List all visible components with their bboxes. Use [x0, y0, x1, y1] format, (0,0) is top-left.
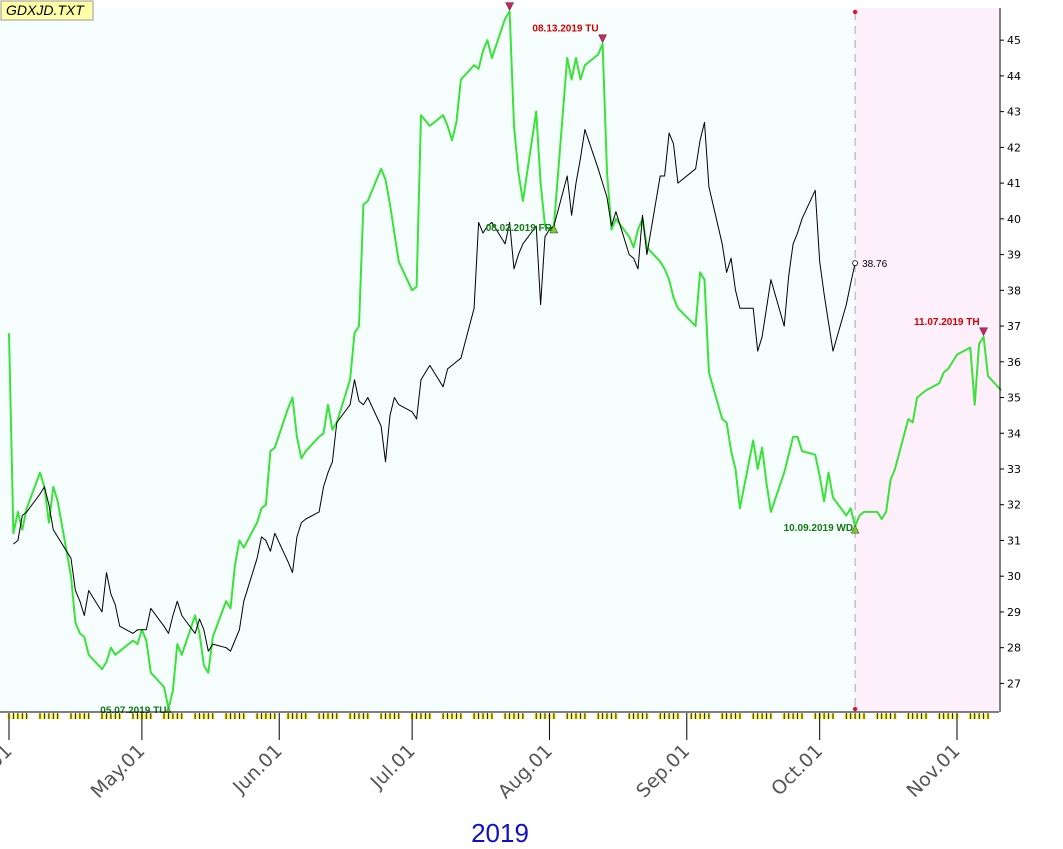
- last-value-label: 38.76: [862, 259, 887, 270]
- trough-marker: [549, 224, 559, 234]
- annotation-5: 11.07.2019 TH: [914, 317, 988, 337]
- title-box: [0, 0, 94, 21]
- annotation-0: 07.23.2019 TU: [439, 0, 514, 12]
- last-value-marker: [852, 260, 859, 267]
- y-tick-label: 29: [1007, 606, 1021, 619]
- x-axis: Apr.01 May.01 Jun.01 Jul.01 Aug.01 Sep.01 Oct.…: [0, 711, 999, 803]
- x-axis-day-strip: [0, 713, 999, 719]
- x-tick-label: Jun.01: [228, 740, 287, 799]
- series-1: [8, 10, 1003, 710]
- y-tick-label: 40: [1007, 213, 1021, 226]
- history-background: [0, 8, 856, 712]
- series-0: [13, 121, 856, 652]
- divider-bottom-dot: [852, 706, 858, 712]
- annotation-label: 10.09.2019 WD: [784, 523, 854, 534]
- annotation-1: 08.13.2019 TU: [532, 24, 608, 44]
- y-tick-label: 38: [1007, 284, 1021, 297]
- annotation-4: 10.09.2019 WD: [784, 523, 860, 534]
- series-layer: 38.76: [8, 10, 1003, 710]
- annotation-2: 08.02.2019 FR: [486, 223, 559, 234]
- x-tick-label: Nov.01: [902, 740, 964, 802]
- y-tick-label: 43: [1007, 106, 1021, 119]
- y-tick-label: 34: [1007, 427, 1021, 440]
- peak-marker: [598, 34, 608, 44]
- annotation-label: 08.13.2019 TU: [532, 24, 598, 35]
- plot-backgrounds: [0, 8, 999, 712]
- x-tick-label: Sep.01: [632, 740, 694, 802]
- annotation-layer: 07.23.2019 TU 08.13.2019 TU 08.02.2019 FR 0…: [100, 0, 988, 716]
- y-tick-label: 31: [1007, 534, 1021, 547]
- x-tick-label: Jul.01: [366, 740, 420, 794]
- y-axis: 27 28 29 30 31 32 33 34 35 36 37 38 39 40 41 42 43 44 45: [999, 8, 1021, 712]
- y-tick-label: 37: [1007, 320, 1021, 333]
- trough-marker: [850, 524, 860, 534]
- y-tick-label: 30: [1007, 570, 1021, 583]
- y-tick-label: 44: [1007, 70, 1021, 83]
- x-tick-label: Aug.01: [494, 740, 557, 803]
- peak-marker: [505, 2, 514, 12]
- annotation-label: 05.07.2019 TU: [100, 705, 166, 716]
- y-tick-label: 33: [1007, 463, 1021, 476]
- peak-marker: [979, 327, 988, 337]
- y-tick-label: 36: [1007, 356, 1021, 369]
- forecast-divider: [852, 9, 858, 712]
- annotation-label: 07.23.2019 TU: [439, 0, 505, 3]
- chart-title: GDXJD.TXT: [0, 0, 94, 21]
- y-tick-label: 32: [1007, 499, 1021, 512]
- x-tick-label: Oct.01: [767, 740, 827, 800]
- x-axis-year-label: 2019: [471, 818, 529, 848]
- y-tick-label: 35: [1007, 392, 1021, 405]
- y-tick-label: 27: [1007, 677, 1021, 690]
- x-tick-label: May.01: [87, 740, 150, 803]
- y-tick-label: 28: [1007, 642, 1021, 655]
- annotation-label: 08.02.2019 FR: [486, 223, 553, 234]
- divider-top-dot: [852, 9, 858, 15]
- x-tick-label: Apr.01: [0, 740, 17, 799]
- y-tick-label: 41: [1007, 177, 1021, 190]
- y-tick-label: 45: [1007, 34, 1021, 47]
- forecast-background: [855, 8, 999, 712]
- annotation-label: 11.07.2019 TH: [914, 317, 980, 328]
- y-tick-label: 39: [1007, 249, 1021, 262]
- y-tick-label: 42: [1007, 141, 1021, 154]
- title-text: GDXJD.TXT: [6, 2, 85, 18]
